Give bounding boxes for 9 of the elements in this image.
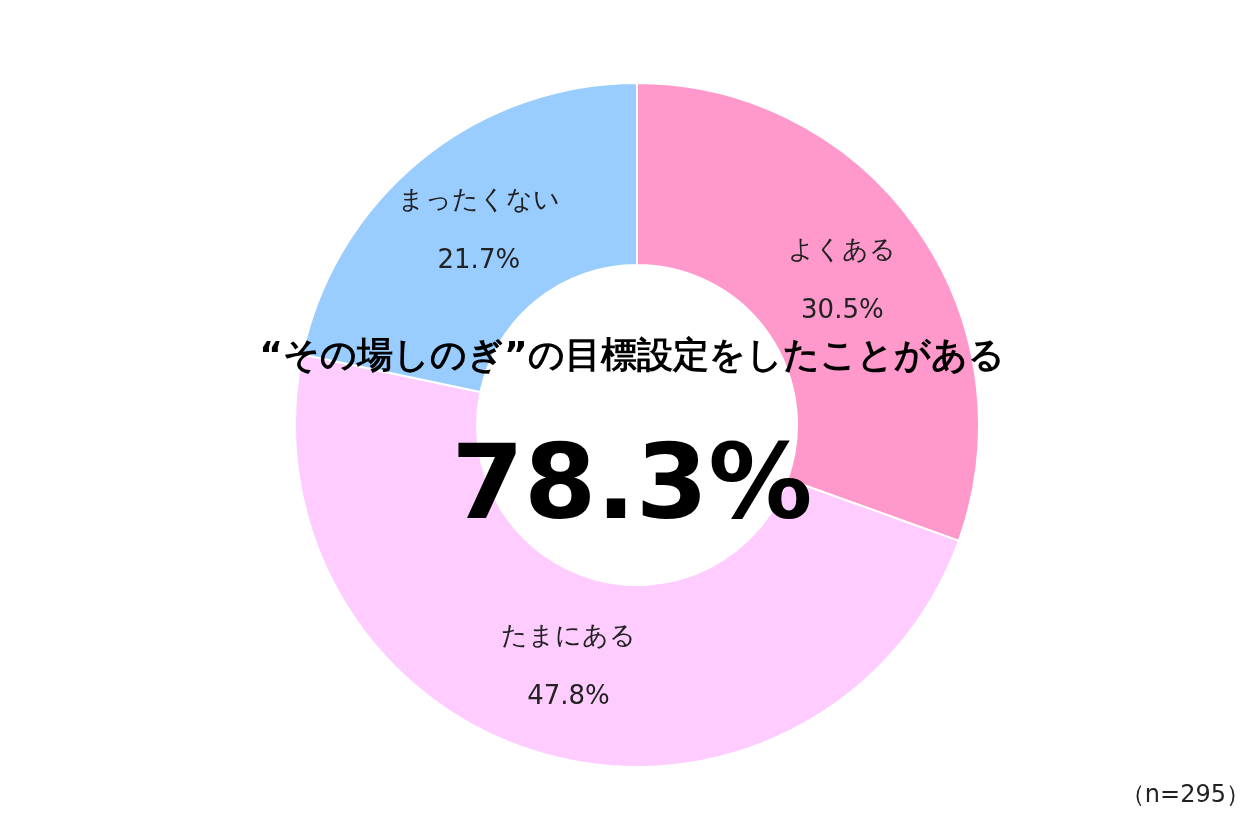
slice-label: まったくない xyxy=(397,183,560,214)
data-label: 21.7% xyxy=(437,243,521,274)
data-label: 47.8% xyxy=(527,679,610,710)
text: 78.3% xyxy=(451,421,813,544)
text: “その場しのぎ”の目標設定をしたことがある xyxy=(259,334,1005,375)
data-label: 30.5% xyxy=(801,294,884,325)
slice-label: たまにある xyxy=(500,619,636,650)
slice-label: よくある xyxy=(788,234,897,265)
text: （n=295） xyxy=(1120,780,1250,808)
